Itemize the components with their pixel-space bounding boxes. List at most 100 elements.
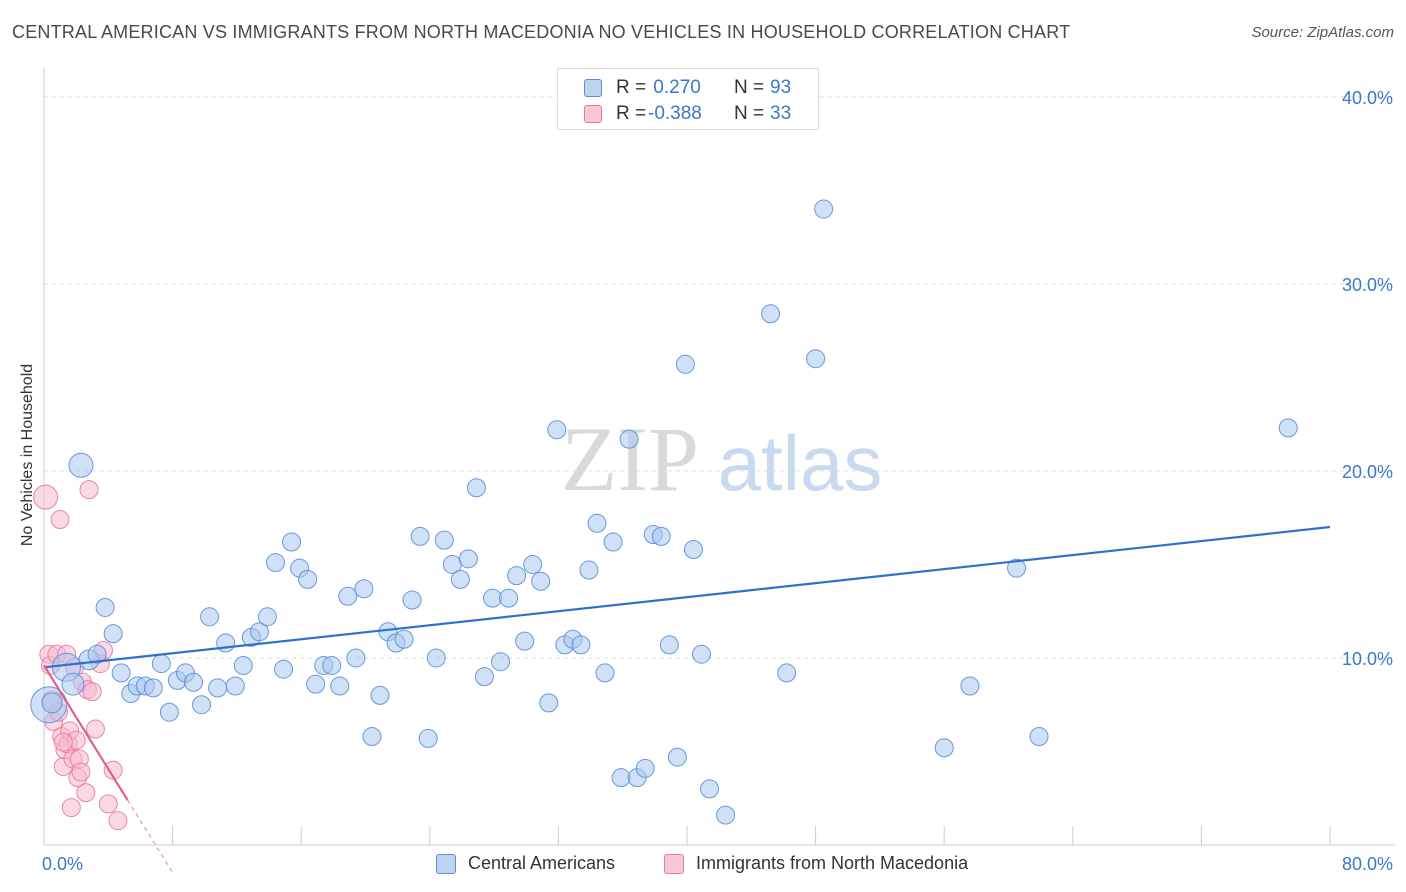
data-point: [491, 652, 511, 672]
data-point: [338, 586, 358, 606]
series-blue-points: [30, 199, 1298, 825]
data-point: [265, 553, 285, 573]
data-point: [611, 768, 631, 788]
data-point: [41, 692, 63, 714]
watermark-atlas: atlas: [718, 419, 883, 507]
data-point: [95, 597, 115, 617]
data-point: [98, 794, 118, 814]
data-point: [716, 805, 736, 825]
chart-title: CENTRAL AMERICAN VS IMMIGRANTS FROM NORT…: [12, 22, 1071, 42]
legend-swatch-blue: [436, 854, 456, 874]
y-tick-label: 30.0%: [1342, 275, 1393, 295]
series-legend: Central Americans Immigrants from North …: [0, 852, 1406, 878]
trend-line-extension: [127, 799, 175, 876]
data-point: [458, 549, 478, 569]
data-point: [659, 635, 679, 655]
data-point: [410, 526, 430, 546]
legend-swatch-pink: [584, 105, 602, 123]
data-point: [571, 635, 591, 655]
data-point: [539, 693, 559, 713]
data-point: [515, 631, 535, 651]
r-label: R =: [616, 77, 647, 98]
legend-row-blue: R = 0.270 N = 93: [558, 75, 818, 101]
data-point: [531, 571, 551, 591]
data-point: [33, 484, 59, 510]
data-point: [298, 569, 318, 589]
data-point: [667, 747, 687, 767]
y-tick-label: 20.0%: [1342, 462, 1393, 482]
data-point: [61, 798, 81, 818]
data-point: [434, 530, 454, 550]
data-point: [394, 629, 414, 649]
r-value: -0.388: [648, 103, 702, 124]
data-point: [103, 624, 123, 644]
n-label: N =: [734, 77, 765, 98]
data-point: [595, 663, 615, 683]
data-point: [282, 532, 302, 552]
data-point: [306, 674, 326, 694]
data-point: [274, 659, 294, 679]
data-point: [418, 728, 438, 748]
data-point: [76, 783, 96, 803]
legend-swatch-blue: [584, 79, 602, 97]
data-point: [183, 672, 203, 692]
legend-row-pink: R = -0.388 N = 33: [558, 101, 818, 127]
data-point: [143, 678, 163, 698]
data-point: [675, 354, 695, 374]
data-point: [208, 678, 228, 698]
data-point: [547, 420, 567, 440]
data-point: [523, 554, 543, 574]
data-point: [362, 727, 382, 747]
data-point: [103, 760, 123, 780]
data-point: [87, 644, 107, 664]
data-point: [192, 695, 212, 715]
gridlines: [44, 96, 1395, 659]
data-point: [1007, 558, 1027, 578]
data-point: [61, 672, 85, 696]
legend-swatch-pink: [664, 854, 684, 874]
n-value: 33: [770, 103, 792, 124]
data-point: [200, 607, 220, 627]
y-tick-label: 10.0%: [1342, 649, 1393, 669]
r-label: R =: [616, 103, 647, 124]
data-point: [1278, 418, 1298, 438]
data-point: [651, 526, 671, 546]
data-point: [330, 676, 350, 696]
data-point: [761, 304, 781, 324]
data-point: [691, 644, 711, 664]
data-point: [482, 588, 502, 608]
data-point: [68, 452, 94, 478]
data-point: [466, 478, 486, 498]
data-point: [579, 560, 599, 580]
data-point: [108, 811, 128, 831]
data-point: [233, 655, 253, 675]
data-point: [151, 654, 171, 674]
data-point: [50, 510, 70, 530]
x-tick-label: 80.0%: [1342, 854, 1393, 874]
data-point: [507, 566, 527, 586]
data-point: [683, 539, 703, 559]
y-axis-label: No Vehicles in Household: [19, 363, 36, 547]
data-point: [225, 676, 245, 696]
data-point: [1029, 727, 1049, 747]
data-point: [71, 762, 91, 782]
data-point: [587, 513, 607, 533]
data-point: [111, 663, 131, 683]
data-point: [474, 667, 494, 687]
data-point: [777, 663, 797, 683]
trend-lines: [43, 525, 1331, 876]
watermark-zip: ZIP: [561, 408, 699, 510]
watermark: ZIP atlas: [561, 408, 882, 510]
n-value: 93: [770, 77, 792, 98]
data-point: [159, 702, 179, 722]
data-point: [346, 648, 366, 668]
data-point: [603, 532, 623, 552]
data-point: [806, 349, 826, 369]
r-value: 0.270: [648, 77, 701, 98]
data-point: [322, 655, 342, 675]
data-point: [499, 588, 519, 608]
data-point: [216, 633, 236, 653]
data-point: [619, 429, 639, 449]
trend-line: [43, 664, 129, 801]
